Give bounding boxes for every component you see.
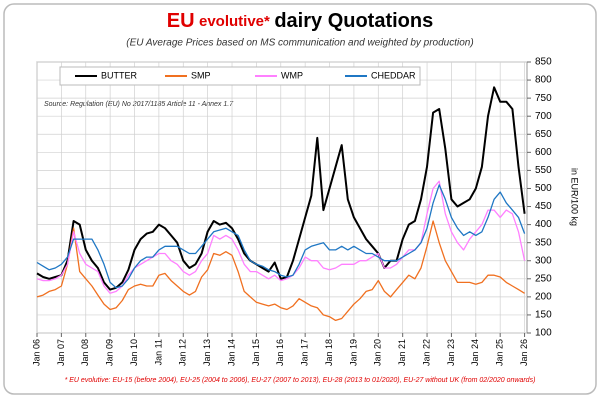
y-tick-label: 300: [535, 255, 552, 266]
y-tick-label: 700: [535, 111, 552, 122]
y-tick-label: 350: [535, 237, 552, 248]
y-tick-label: 250: [535, 273, 552, 284]
x-tick-label: Jan 20: [373, 339, 383, 366]
x-tick-label: Jan 14: [226, 339, 236, 366]
y-tick-label: 650: [535, 129, 552, 140]
x-tick-label: Jan 16: [275, 339, 285, 366]
x-tick-label: Jan 06: [31, 339, 41, 366]
subtitle: (EU Average Prices based on MS communica…: [126, 38, 473, 49]
footnote: * EU evolutive: EU-15 (before 2004), EU-…: [65, 377, 536, 384]
series-line: [36, 180, 526, 294]
x-tick-label: Jan 23: [446, 339, 456, 366]
x-tick-label: Jan 12: [178, 339, 188, 366]
x-tick-label: Jan 26: [519, 339, 529, 366]
x-tick-label: Jan 22: [421, 339, 431, 366]
y-tick-label: 500: [535, 183, 552, 194]
source: Source: Regulation (EU) No 2017/1185 Art…: [44, 101, 234, 108]
x-tick-label: Jan 08: [80, 339, 90, 366]
title-part: EU: [167, 10, 195, 32]
x-tick-label: Jan 17: [300, 339, 310, 366]
x-tick-label: Jan 09: [105, 339, 115, 366]
legend-label: CHEDDAR: [371, 70, 416, 80]
series-line: [36, 184, 526, 289]
x-tick-label: Jan 25: [495, 339, 505, 366]
legend-label: WMP: [281, 70, 303, 80]
y-tick-label: 450: [535, 201, 552, 212]
y-tick-label: 850: [535, 57, 552, 68]
frame: [3, 3, 597, 395]
x-tick-label: Jan 21: [397, 339, 407, 366]
y-tick-label: 400: [535, 219, 552, 230]
series-line: [36, 86, 526, 291]
y-axis-label: in EUR/100 kg: [570, 168, 580, 226]
y-tick-label: 550: [535, 165, 552, 176]
title-part: dairy Quotations: [274, 10, 433, 32]
y-tick-label: 800: [535, 75, 552, 86]
x-tick-label: Jan 19: [348, 339, 358, 366]
y-tick-label: 200: [535, 292, 552, 303]
x-tick-label: Jan 13: [202, 339, 212, 366]
x-tick-label: Jan 11: [153, 339, 163, 365]
legend-box: [59, 66, 421, 86]
y-tick-label: 150: [535, 310, 552, 321]
legend-label: BUTTER: [101, 70, 138, 80]
x-tick-label: Jan 15: [251, 339, 261, 366]
x-tick-label: Jan 24: [470, 339, 480, 366]
legend-label: SMP: [191, 70, 211, 80]
title-part: evolutive*: [199, 13, 270, 30]
y-tick-label: 100: [535, 328, 552, 339]
x-tick-label: Jan 18: [324, 339, 334, 366]
chart-title: EU evolutive* dairy Quotations: [167, 10, 433, 32]
y-tick-label: 600: [535, 147, 552, 158]
series-line: [36, 220, 525, 322]
x-tick-label: Jan 10: [129, 339, 139, 366]
y-tick-label: 750: [535, 93, 552, 104]
x-tick-label: Jan 07: [56, 339, 66, 366]
